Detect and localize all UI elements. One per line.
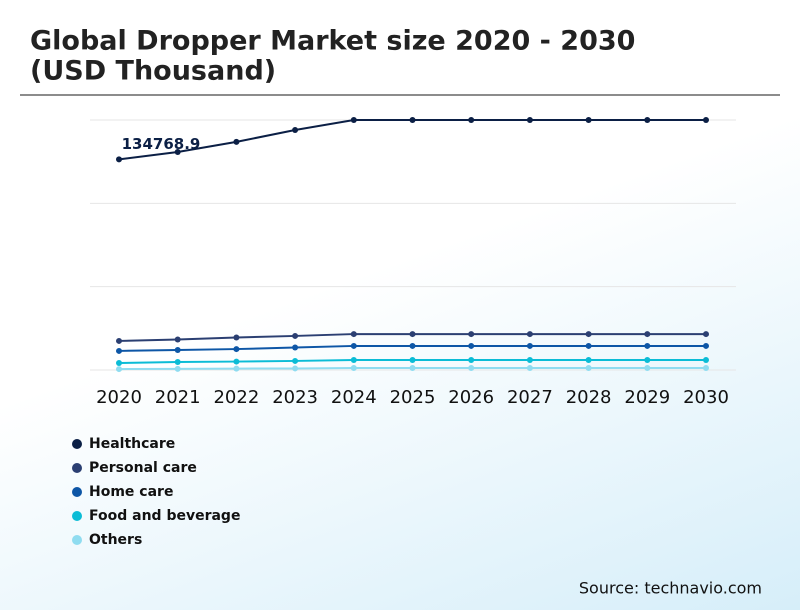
x-tick-label: 2026	[448, 387, 494, 408]
x-tick-label: 2024	[331, 387, 377, 408]
x-tick-label: 2021	[155, 387, 201, 408]
legend-label: Personal care	[89, 460, 197, 476]
point	[350, 364, 357, 371]
x-tick-label: 2030	[683, 387, 729, 408]
point	[468, 357, 475, 363]
point	[116, 337, 122, 344]
x-tick-label: 2028	[566, 387, 612, 408]
point	[468, 364, 475, 371]
point	[585, 331, 592, 338]
point	[644, 357, 651, 363]
point	[644, 331, 651, 338]
point	[174, 365, 181, 372]
x-tick-label: 2025	[390, 387, 436, 408]
point	[233, 138, 240, 145]
series-line	[118, 119, 706, 161]
point	[174, 359, 181, 366]
point	[409, 364, 416, 371]
point	[468, 342, 475, 349]
point	[585, 357, 592, 363]
point	[703, 117, 709, 123]
point	[526, 342, 533, 349]
legend-marker	[72, 463, 82, 473]
legend-marker	[72, 487, 82, 497]
point	[233, 346, 240, 353]
legend-label: Food and beverage	[89, 508, 240, 524]
point	[409, 117, 416, 123]
point	[468, 117, 475, 123]
chart-title: Global Dropper Market size 2020 - 2030	[30, 26, 635, 57]
point	[409, 331, 416, 338]
point	[350, 342, 357, 349]
point	[233, 358, 240, 365]
x-tick-label: 2023	[272, 387, 318, 408]
x-tick-label: 2027	[507, 387, 553, 408]
point	[174, 336, 181, 343]
point	[409, 342, 416, 349]
point	[526, 357, 533, 363]
point	[409, 357, 416, 363]
legend-marker	[72, 511, 82, 521]
x-tick-label: 2020	[96, 387, 142, 408]
source: Source: technavio.com	[579, 579, 762, 598]
point	[116, 156, 122, 163]
legend-label: Others	[89, 532, 142, 548]
point	[350, 357, 357, 363]
x-tick-label: 2022	[213, 387, 259, 408]
point	[526, 364, 533, 371]
point	[174, 149, 181, 156]
point	[585, 117, 592, 123]
point	[116, 366, 122, 373]
data-label: 134768.9	[122, 135, 201, 153]
x-tick-label: 2029	[624, 387, 670, 408]
point	[292, 344, 299, 351]
point	[703, 357, 709, 363]
point	[292, 365, 299, 372]
point	[644, 364, 651, 371]
point	[233, 365, 240, 372]
point	[703, 364, 709, 371]
point	[116, 359, 122, 366]
point	[526, 117, 533, 123]
point	[292, 332, 299, 339]
chart-subtitle: (USD Thousand)	[30, 56, 276, 87]
legend-marker	[72, 535, 82, 545]
point	[233, 334, 240, 341]
point	[644, 117, 651, 123]
point	[350, 117, 357, 123]
point	[703, 342, 709, 349]
point	[703, 331, 709, 338]
point	[292, 127, 299, 133]
point	[468, 331, 475, 338]
point	[116, 347, 122, 354]
point	[644, 342, 651, 349]
point	[174, 347, 181, 353]
point	[350, 331, 357, 338]
point	[526, 331, 533, 338]
legend-marker	[72, 439, 82, 449]
legend-label: Home care	[89, 484, 173, 500]
legend-label: Healthcare	[89, 436, 175, 452]
point	[292, 357, 299, 364]
point	[585, 342, 592, 349]
point	[585, 364, 592, 371]
